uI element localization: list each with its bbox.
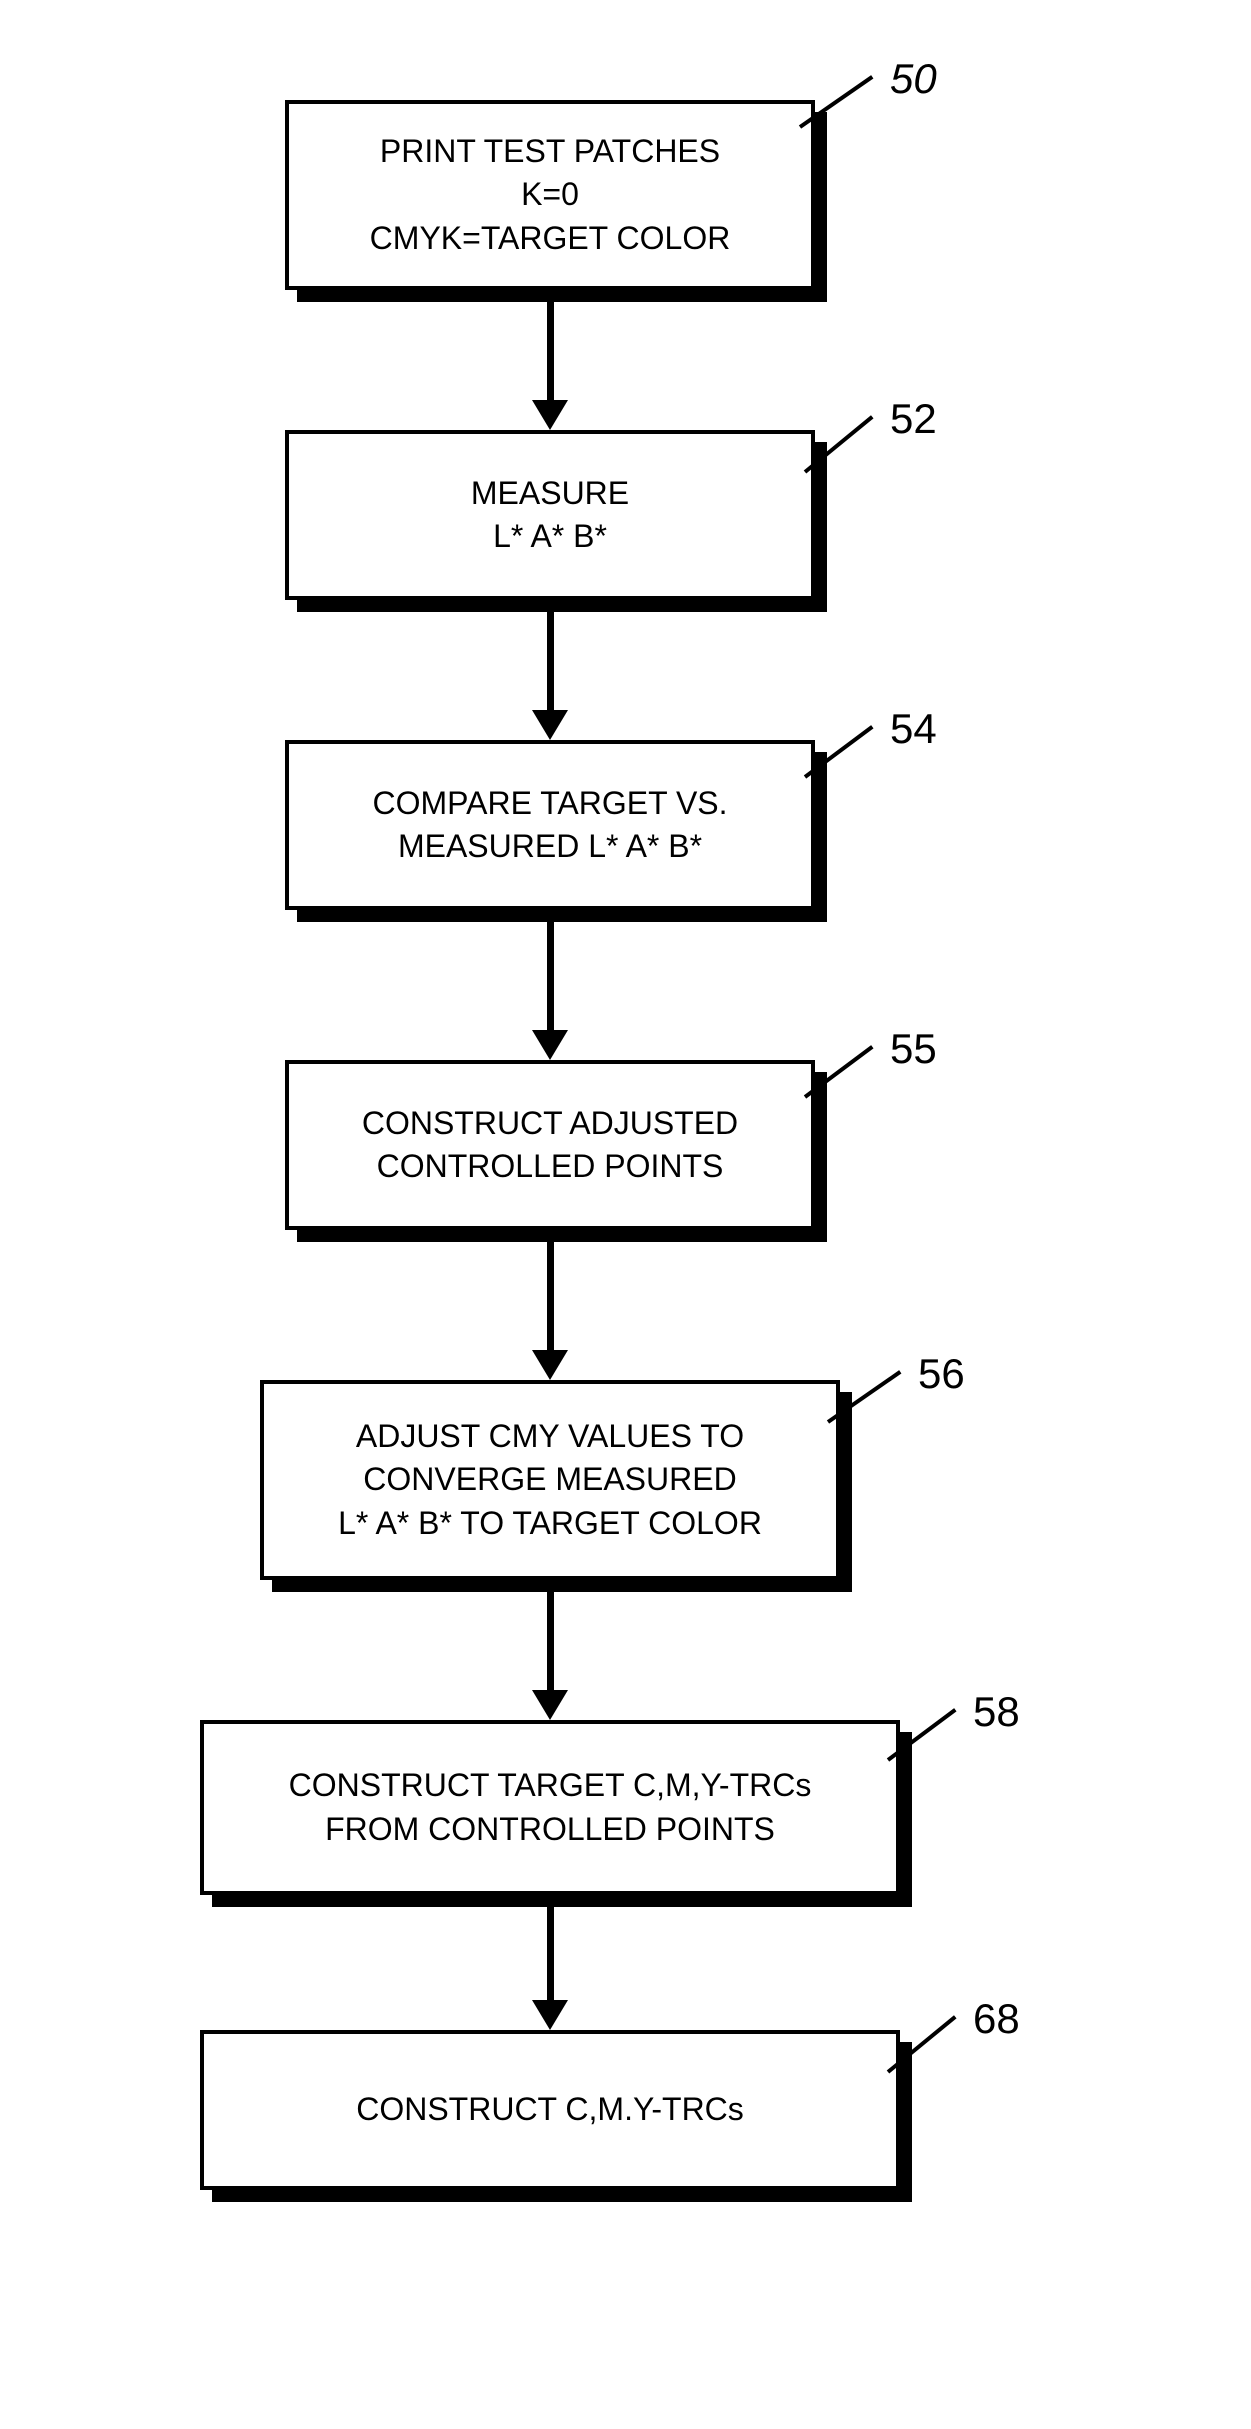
arrow-shaft — [547, 1242, 554, 1350]
node-label-68: 68 — [973, 1995, 1020, 2043]
arrow-head-icon — [532, 2000, 568, 2030]
arrow-shaft — [547, 612, 554, 710]
arrow-shaft — [547, 1907, 554, 2000]
node-label-56: 56 — [918, 1350, 965, 1398]
node-text: CONSTRUCT TARGET C,M,Y-TRCsFROM CONTROLL… — [289, 1764, 812, 1850]
node-text: PRINT TEST PATCHESK=0CMYK=TARGET COLOR — [370, 130, 731, 260]
arrow-head-icon — [532, 710, 568, 740]
arrow-shaft — [547, 302, 554, 400]
flow-node-n52: MEASUREL* A* B* — [285, 430, 815, 600]
node-text: MEASUREL* A* B* — [471, 472, 629, 558]
node-text: COMPARE TARGET VS.MEASURED L* A* B* — [372, 782, 727, 868]
node-label-50: 50 — [890, 55, 937, 103]
node-label-58: 58 — [973, 1688, 1020, 1736]
flow-node-n56: ADJUST CMY VALUES TOCONVERGE MEASUREDL* … — [260, 1380, 840, 1580]
node-label-52: 52 — [890, 395, 937, 443]
node-label-55: 55 — [890, 1025, 937, 1073]
arrow-head-icon — [532, 400, 568, 430]
node-label-54: 54 — [890, 705, 937, 753]
flow-node-n68: CONSTRUCT C,M.Y-TRCs — [200, 2030, 900, 2190]
arrow-shaft — [547, 922, 554, 1030]
flow-node-n55: CONSTRUCT ADJUSTEDCONTROLLED POINTS — [285, 1060, 815, 1230]
arrow-head-icon — [532, 1030, 568, 1060]
node-text: CONSTRUCT C,M.Y-TRCs — [356, 2088, 744, 2131]
arrow-head-icon — [532, 1690, 568, 1720]
flow-node-n50: PRINT TEST PATCHESK=0CMYK=TARGET COLOR — [285, 100, 815, 290]
flow-node-n58: CONSTRUCT TARGET C,M,Y-TRCsFROM CONTROLL… — [200, 1720, 900, 1895]
arrow-shaft — [547, 1592, 554, 1690]
flow-node-n54: COMPARE TARGET VS.MEASURED L* A* B* — [285, 740, 815, 910]
node-text: ADJUST CMY VALUES TOCONVERGE MEASUREDL* … — [338, 1415, 762, 1545]
arrow-head-icon — [532, 1350, 568, 1380]
node-text: CONSTRUCT ADJUSTEDCONTROLLED POINTS — [362, 1102, 738, 1188]
